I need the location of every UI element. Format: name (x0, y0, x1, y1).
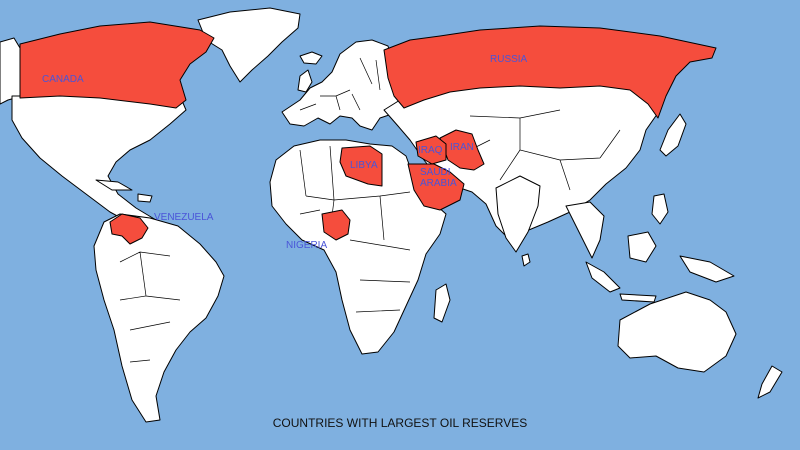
usa-mexico-central-america (11, 95, 187, 229)
india (495, 175, 541, 253)
russia-shape (383, 25, 717, 119)
saudi-arabia-shape (407, 163, 465, 211)
label-libya: LIBYA (350, 160, 378, 171)
hispaniola (137, 193, 153, 203)
label-nigeria: NIGERIA (286, 240, 327, 251)
venezuela-shape (109, 213, 149, 245)
borneo (627, 231, 657, 263)
sri-lanka (521, 253, 531, 267)
philippines (651, 193, 669, 225)
greenland (197, 7, 301, 83)
label-venezuela: VENEZUELA (154, 212, 214, 223)
label-saudi-arabia-line2: ARABIA (420, 178, 457, 189)
iceland (299, 51, 323, 65)
label-saudi-arabia-line1: SAUDI (420, 167, 451, 178)
libya-shape (339, 145, 383, 187)
asia-borders (469, 109, 621, 191)
iran-shape (439, 129, 485, 171)
nigeria-shape (321, 209, 351, 241)
java (619, 293, 657, 303)
label-iraq: IRAQ (418, 145, 443, 156)
label-canada: CANADA (42, 74, 84, 85)
europe-borders (299, 57, 381, 111)
label-iran: IRAN (450, 142, 474, 153)
iraq-shape (415, 135, 447, 165)
alaska (0, 37, 23, 105)
cuba (95, 179, 133, 191)
southeast-asia (565, 201, 605, 259)
madagascar (433, 283, 451, 323)
japan (659, 113, 687, 157)
new-guinea (679, 255, 735, 283)
australia (617, 291, 737, 373)
label-russia: RUSSIA (490, 54, 528, 65)
new-zealand (757, 365, 783, 399)
sumatra (585, 261, 621, 293)
canada-shape (19, 21, 215, 109)
africa (269, 139, 447, 355)
sa-borders (119, 251, 181, 363)
united-kingdom (297, 69, 313, 93)
map-title: COUNTRIES WITH LARGEST OIL RESERVES (272, 416, 528, 430)
south-america (93, 213, 225, 423)
